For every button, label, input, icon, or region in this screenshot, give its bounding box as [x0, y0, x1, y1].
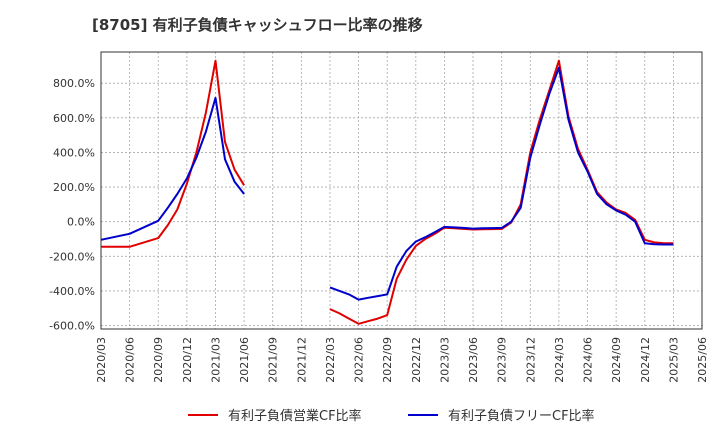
x-tick-label: 2021/12 — [295, 337, 308, 383]
x-tick-label: 2024/06 — [582, 337, 595, 383]
legend-label-1: 有利子負債営業CF比率 — [228, 408, 362, 424]
y-tick-label: 600.0% — [53, 112, 95, 125]
x-tick-label: 2023/12 — [524, 337, 537, 383]
x-tick-label: 2022/03 — [324, 337, 337, 383]
y-tick-label: 200.0% — [53, 181, 95, 194]
legend-label-2: 有利子負債フリーCF比率 — [448, 408, 595, 424]
y-tick-label: 400.0% — [53, 146, 95, 159]
series-lines — [100, 59, 674, 325]
series-line-2-segment-2 — [329, 66, 674, 301]
x-tick-label: 2022/12 — [410, 337, 423, 383]
y-tick-label: 0.0% — [67, 216, 95, 229]
plot-area-border — [100, 51, 703, 330]
x-tick-label: 2025/03 — [667, 337, 680, 383]
chart-title: [8705] 有利子負債キャッシュフロー比率の推移 — [92, 16, 423, 34]
x-tick-label: 2025/06 — [696, 337, 709, 383]
x-tick-label: 2021/09 — [267, 337, 280, 383]
x-tick-label: 2022/09 — [381, 337, 394, 383]
x-tick-label: 2020/09 — [152, 337, 165, 383]
x-tick-label: 2024/09 — [610, 337, 623, 383]
x-tick-label: 2024/12 — [639, 337, 652, 383]
legend: 有利子負債営業CF比率 有利子負債フリーCF比率 — [188, 408, 595, 424]
axes: 2020/03 2020/06 2020/09 2020/12 2021/03 2021/… — [49, 51, 709, 383]
x-tick-label: 2021/03 — [209, 337, 222, 383]
series-line-1-segment-1 — [101, 59, 245, 248]
y-tick-label: 800.0% — [53, 77, 95, 90]
x-tick-label: 2020/12 — [181, 337, 194, 383]
x-tick-label: 2024/03 — [553, 337, 566, 383]
x-tick-label: 2023/09 — [496, 337, 509, 383]
x-tick-label: 2021/06 — [238, 337, 251, 383]
y-tick-label: -200.0% — [49, 250, 95, 263]
y-tick-label: -600.0% — [49, 320, 95, 333]
x-tick-label: 2020/06 — [124, 337, 137, 383]
x-tick-label: 2022/06 — [353, 337, 366, 383]
series-line-2-segment-1 — [100, 96, 245, 241]
x-tick-label: 2020/03 — [95, 337, 108, 383]
y-tick-label: -400.0% — [49, 285, 95, 298]
grid-lines — [100, 52, 703, 329]
x-tick-label: 2023/03 — [438, 337, 451, 383]
x-tick-label: 2023/06 — [467, 337, 480, 383]
